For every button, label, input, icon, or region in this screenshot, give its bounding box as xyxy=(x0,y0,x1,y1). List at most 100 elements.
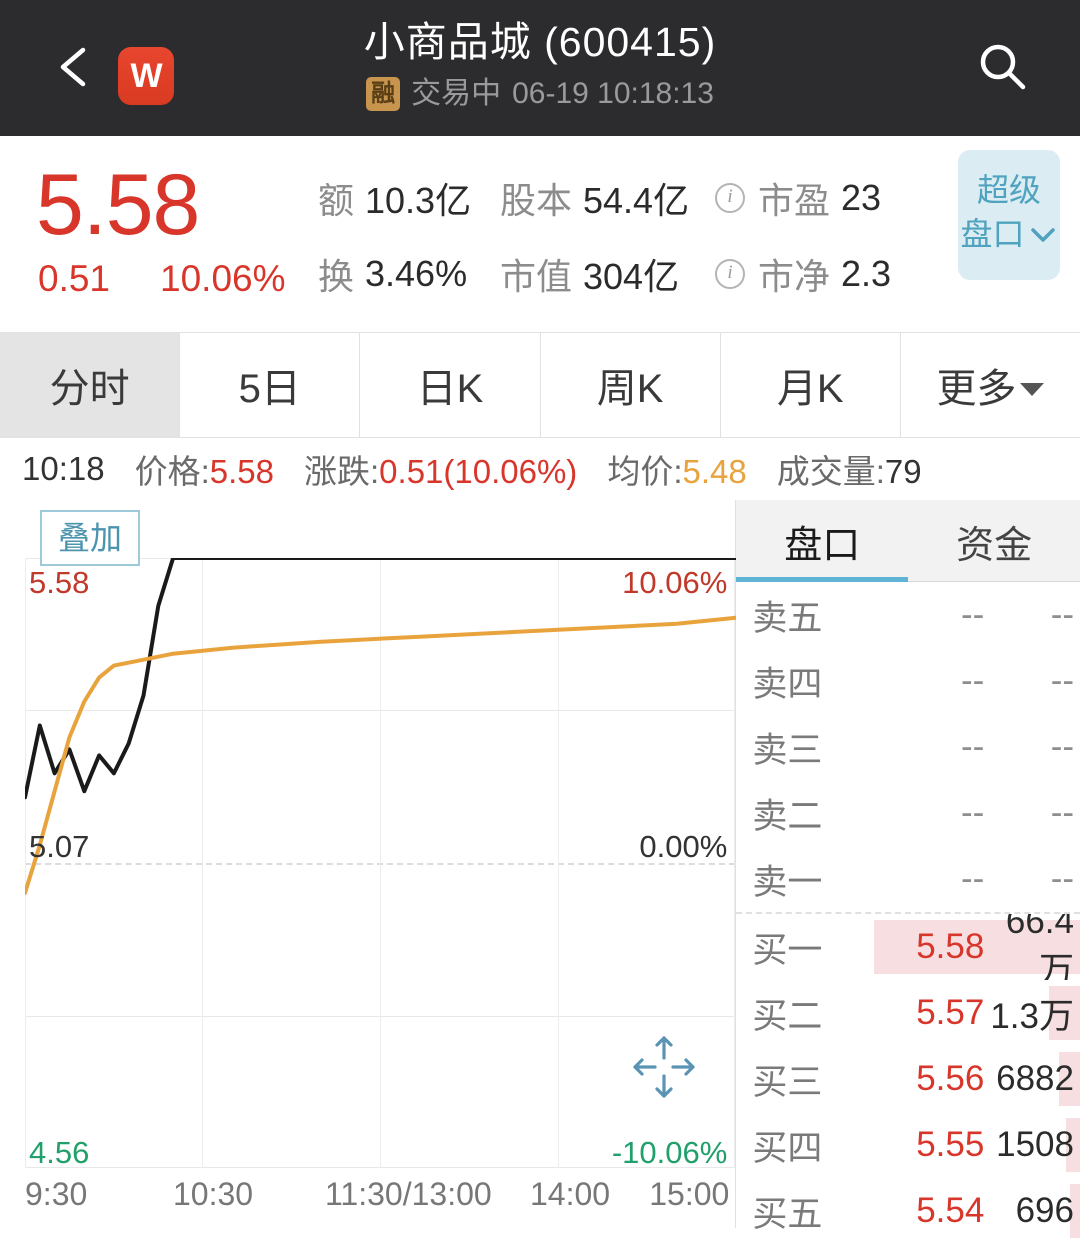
order-book-divider xyxy=(736,912,1080,914)
tabs-underline xyxy=(736,581,1080,582)
volume-bar xyxy=(1066,1118,1080,1172)
order-book-price: -- xyxy=(961,793,985,832)
change-absolute: 0.51 xyxy=(38,258,111,299)
x-tick-1: 10:30 xyxy=(173,1176,254,1212)
header-subline: 融 交易中 06-19 10:18:13 xyxy=(0,77,1080,111)
y-tick-pct-high: 10.06% xyxy=(622,565,728,600)
order-book-row[interactable]: 卖二 -- -- xyxy=(736,780,1080,846)
tab-monthly-k[interactable]: 月K xyxy=(720,333,901,437)
super-orderbook-label-2: 盘口 xyxy=(960,216,1025,252)
expand-arrows-icon[interactable] xyxy=(627,1030,701,1104)
order-book-volume: 1.3万 xyxy=(990,996,1074,1036)
y-tick-high: 5.58 xyxy=(29,565,90,600)
main-content: 叠加 5.58 5.07 4.56 10.06% 0.00% -10.06% xyxy=(0,500,1080,1238)
app-header: W 小商品城 (600415) 融 交易中 06-19 10:18:13 xyxy=(0,0,1080,136)
tab-orderbook[interactable]: 盘口 xyxy=(784,524,861,567)
tab-weekly-k[interactable]: 周K xyxy=(540,333,721,437)
order-book-volume: -- xyxy=(1050,793,1074,832)
order-book-level-label: 买四 xyxy=(752,1128,823,1168)
caret-down-icon xyxy=(1020,382,1045,396)
margin-trading-badge: 融 xyxy=(366,77,401,111)
x-axis-labels: 9:30 10:30 11:30/13:00 14:00 15:00 xyxy=(25,1176,735,1224)
info-icon[interactable]: i xyxy=(715,183,745,213)
order-book-level-label: 买三 xyxy=(752,1062,823,1102)
order-book-row[interactable]: 卖一 -- -- xyxy=(736,846,1080,912)
change-row: 0.51 10.06% xyxy=(38,256,286,302)
order-book-price: -- xyxy=(961,727,985,766)
order-book-row[interactable]: 买一 5.58 66.4万 xyxy=(736,914,1080,980)
crosshair-info-strip: 10:18 价格:5.58 涨跌:0.51(10.06%) 均价:5.48 成交… xyxy=(0,438,1080,500)
order-book-rows: 卖五 -- -- 卖四 -- -- 卖三 -- -- 卖二 -- -- 卖一 -- -- 买一 5.58 66.4… xyxy=(736,582,1080,1244)
order-book-row[interactable]: 买三 5.56 6882 xyxy=(736,1046,1080,1112)
order-book-row[interactable]: 卖三 -- -- xyxy=(736,714,1080,780)
back-chevron-icon[interactable] xyxy=(52,44,98,90)
info-time: 10:18 xyxy=(22,450,105,487)
order-book-volume: 1508 xyxy=(996,1125,1074,1164)
stat-amount: 额 10.3亿 xyxy=(318,180,472,221)
order-book-row[interactable]: 卖四 -- -- xyxy=(736,648,1080,714)
quote-panel: 5.58 0.51 10.06% 额 10.3亿 股本 54.4亿 i 市盈 2… xyxy=(0,136,1080,333)
stats-grid: 额 10.3亿 股本 54.4亿 i 市盈 23 换 3.46% 市值 304亿… xyxy=(318,160,920,312)
last-price: 5.58 xyxy=(36,157,200,253)
tab-more[interactable]: 更多 xyxy=(900,333,1080,437)
order-book-price: -- xyxy=(961,661,985,700)
header-center: 小商品城 (600415) 融 交易中 06-19 10:18:13 xyxy=(0,16,1080,111)
chevron-down-icon xyxy=(1028,212,1058,256)
info-price: 价格:5.58 xyxy=(134,453,274,490)
info-icon[interactable]: i xyxy=(715,259,745,289)
stat-pe[interactable]: i 市盈 23 xyxy=(715,172,920,224)
info-volume: 成交量:79 xyxy=(776,453,922,490)
super-orderbook-label-1: 超级 xyxy=(976,172,1041,208)
order-book-level-label: 卖五 xyxy=(752,598,823,638)
search-icon[interactable] xyxy=(974,38,1032,96)
order-book-row[interactable]: 买二 5.57 1.3万 xyxy=(736,980,1080,1046)
order-book-level-label: 卖二 xyxy=(752,796,823,836)
x-tick-2: 11:30/13:00 xyxy=(325,1176,492,1212)
overlay-button[interactable]: 叠加 xyxy=(40,510,141,566)
stat-marketcap: 市值 304亿 xyxy=(500,256,680,297)
tab-funds[interactable]: 资金 xyxy=(956,524,1033,567)
order-book-volume: -- xyxy=(1050,859,1074,898)
y-tick-pct-low: -10.06% xyxy=(611,1135,728,1170)
order-book-level-label: 买一 xyxy=(752,930,823,970)
chart-plot-area: 5.58 5.07 4.56 10.06% 0.00% -10.06% xyxy=(25,558,736,1170)
app-logo[interactable]: W xyxy=(118,47,174,105)
order-book-row[interactable]: 买五 5.54 696 xyxy=(736,1178,1080,1244)
market-status: 交易中 xyxy=(411,77,502,110)
order-book-level-label: 卖一 xyxy=(752,862,823,902)
order-book-price: 5.55 xyxy=(916,1125,985,1164)
order-book-price: 5.56 xyxy=(916,1059,985,1098)
chart-series-svg xyxy=(25,558,736,895)
stat-turnover: 换 3.46% xyxy=(318,253,468,297)
tab-daily-k[interactable]: 日K xyxy=(360,333,541,437)
y-tick-low: 4.56 xyxy=(29,1135,90,1170)
info-change: 涨跌:0.51(10.06%) xyxy=(304,453,578,490)
volume-bar xyxy=(1069,1184,1080,1238)
order-book-price: 5.57 xyxy=(916,993,985,1032)
volume-bar xyxy=(1059,1052,1080,1106)
y-tick-pct-mid: 0.00% xyxy=(639,829,728,864)
info-avg: 均价:5.48 xyxy=(607,453,747,490)
order-book-panel: 盘口 资金 卖五 -- -- 卖四 -- -- 卖三 -- -- 卖二 -- -- 卖一 -- -- 买一 5.… xyxy=(736,500,1080,1238)
order-book-price: 5.58 xyxy=(916,927,985,966)
order-book-volume: 696 xyxy=(1015,1191,1074,1230)
intraday-chart[interactable]: 叠加 5.58 5.07 4.56 10.06% 0.00% -10.06% xyxy=(0,500,737,1228)
order-book-row[interactable]: 卖五 -- -- xyxy=(736,582,1080,648)
quote-timestamp: 06-19 10:18:13 xyxy=(512,77,714,110)
super-orderbook-button[interactable]: 超级 盘口 xyxy=(958,150,1060,280)
change-percent: 10.06% xyxy=(160,258,286,299)
order-book-volume: -- xyxy=(1050,727,1074,766)
page-title: 小商品城 (600415) xyxy=(363,19,717,65)
volume-bar xyxy=(1049,986,1080,1040)
tab-fenshi[interactable]: 分时 xyxy=(0,333,181,437)
order-book-level-label: 买二 xyxy=(752,996,823,1036)
stat-shares: 股本 54.4亿 xyxy=(500,180,690,221)
order-book-row[interactable]: 买四 5.55 1508 xyxy=(736,1112,1080,1178)
stat-pb[interactable]: i 市净 2.3 xyxy=(715,248,920,300)
x-tick-3: 14:00 xyxy=(530,1176,611,1212)
order-book-volume: -- xyxy=(1050,595,1074,634)
tab-5day[interactable]: 5日 xyxy=(180,333,361,437)
order-book-tabs: 盘口 资金 xyxy=(736,500,1080,582)
order-book-volume: 6882 xyxy=(996,1059,1074,1098)
order-book-price: 5.54 xyxy=(916,1191,985,1230)
